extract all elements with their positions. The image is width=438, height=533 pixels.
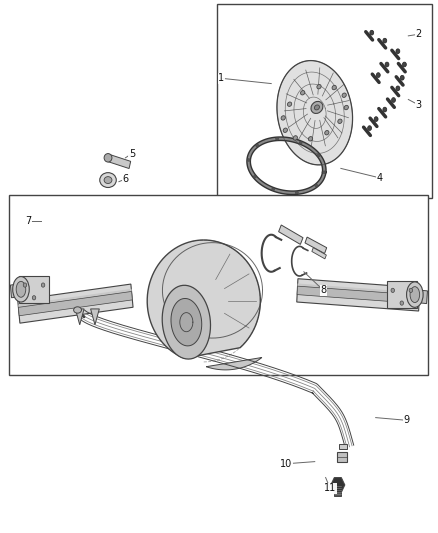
Ellipse shape (325, 131, 329, 135)
Text: 10: 10 (280, 459, 293, 469)
Bar (387, 281, 417, 308)
Polygon shape (91, 309, 99, 325)
Ellipse shape (104, 154, 112, 162)
Text: 8: 8 (320, 285, 326, 295)
Text: 6: 6 (122, 174, 128, 184)
Polygon shape (279, 225, 303, 245)
Polygon shape (147, 240, 260, 358)
Text: 7: 7 (25, 216, 32, 227)
Polygon shape (18, 284, 133, 323)
Ellipse shape (287, 102, 292, 107)
Ellipse shape (314, 105, 319, 110)
Ellipse shape (104, 176, 112, 183)
Ellipse shape (16, 281, 26, 297)
Polygon shape (18, 292, 132, 316)
Ellipse shape (396, 86, 400, 91)
Polygon shape (11, 284, 19, 298)
Ellipse shape (367, 126, 371, 131)
Ellipse shape (370, 30, 374, 35)
Ellipse shape (308, 136, 313, 141)
Ellipse shape (338, 119, 342, 124)
Ellipse shape (332, 85, 336, 90)
Ellipse shape (276, 138, 279, 140)
Polygon shape (18, 289, 132, 315)
Ellipse shape (13, 277, 29, 302)
Ellipse shape (256, 144, 259, 147)
Bar (217, 4, 432, 198)
Ellipse shape (383, 107, 387, 112)
Ellipse shape (317, 85, 321, 89)
Ellipse shape (410, 287, 420, 303)
Ellipse shape (100, 173, 116, 188)
Ellipse shape (344, 106, 348, 110)
Polygon shape (277, 61, 353, 165)
Bar (336, 452, 347, 462)
Ellipse shape (293, 136, 297, 140)
Ellipse shape (74, 307, 81, 313)
Ellipse shape (247, 159, 250, 161)
Text: 1: 1 (218, 73, 224, 83)
Ellipse shape (376, 72, 380, 77)
Text: 5: 5 (129, 149, 135, 158)
Ellipse shape (315, 184, 318, 187)
Ellipse shape (383, 38, 387, 43)
Text: 4: 4 (377, 173, 383, 183)
Ellipse shape (391, 288, 395, 293)
Ellipse shape (403, 62, 406, 67)
Ellipse shape (385, 62, 389, 67)
Ellipse shape (41, 283, 45, 287)
Polygon shape (331, 478, 345, 492)
Ellipse shape (295, 191, 298, 194)
Text: 2: 2 (415, 29, 421, 39)
Polygon shape (107, 154, 131, 168)
Polygon shape (206, 358, 262, 370)
Ellipse shape (323, 171, 326, 174)
Polygon shape (75, 309, 84, 325)
Bar (334, 484, 341, 496)
Bar (19, 276, 49, 303)
Ellipse shape (400, 75, 404, 80)
Ellipse shape (281, 116, 285, 120)
Polygon shape (297, 279, 420, 311)
Ellipse shape (283, 128, 287, 132)
Ellipse shape (23, 283, 27, 287)
Ellipse shape (300, 91, 305, 95)
Ellipse shape (374, 117, 378, 122)
Ellipse shape (409, 288, 413, 293)
Polygon shape (171, 298, 202, 346)
Ellipse shape (400, 301, 403, 305)
Ellipse shape (253, 175, 256, 178)
Ellipse shape (311, 101, 323, 114)
Polygon shape (312, 248, 326, 259)
Ellipse shape (272, 188, 275, 191)
Text: 3: 3 (415, 100, 421, 110)
Ellipse shape (342, 93, 346, 98)
Bar (9, 195, 428, 375)
Polygon shape (417, 290, 427, 304)
Polygon shape (297, 286, 420, 304)
Bar (339, 444, 347, 449)
Ellipse shape (299, 141, 302, 144)
Text: 9: 9 (403, 415, 409, 425)
Ellipse shape (396, 49, 400, 54)
Ellipse shape (406, 282, 423, 308)
Ellipse shape (32, 296, 36, 300)
Text: 11: 11 (324, 483, 336, 493)
Ellipse shape (392, 98, 396, 102)
Polygon shape (162, 285, 211, 359)
Ellipse shape (317, 154, 320, 157)
Polygon shape (297, 284, 420, 303)
Polygon shape (305, 237, 327, 254)
